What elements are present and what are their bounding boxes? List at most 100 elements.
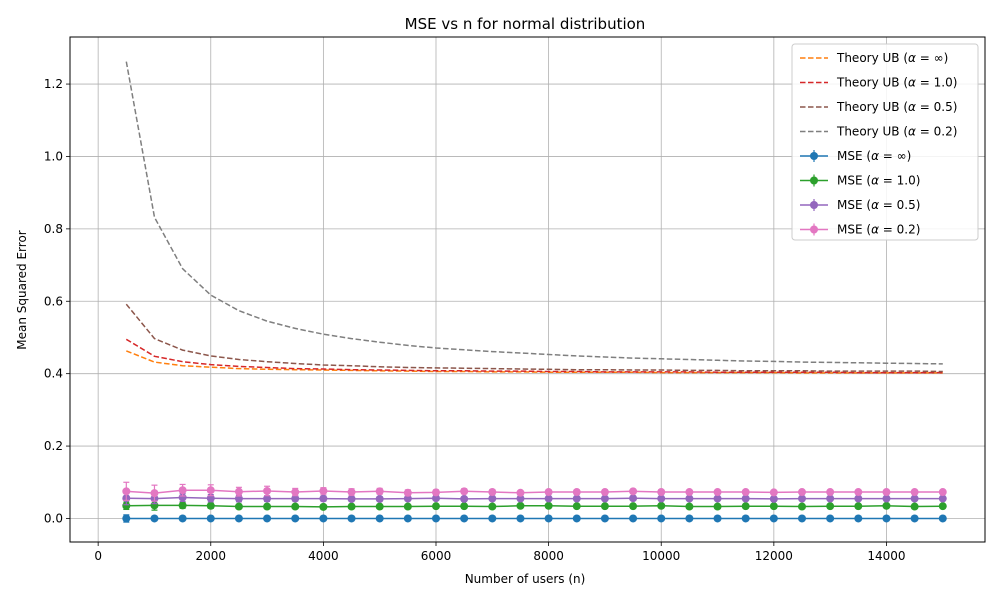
mse-point [910,514,919,523]
legend-swatch-marker [810,152,818,160]
mse-point [713,514,722,523]
x-tick-label: 14000 [867,549,905,563]
mse-point [319,486,328,495]
mse-point [741,502,750,511]
mse-point [910,494,919,503]
mse-point [460,514,469,523]
mse-point [741,514,750,523]
chart-title: MSE vs n for normal distribution [405,15,646,33]
mse-point [403,494,412,503]
mse-point [572,494,581,503]
mse-point [854,514,863,523]
mse-point [234,487,243,496]
mse-point [263,486,272,495]
legend: Theory UB (α = ∞) Theory UB (α = 1.0) Theo… [791,43,979,241]
mse-point [263,502,272,511]
mse-point [488,494,497,503]
mse-point [544,488,553,497]
mse-point [178,486,187,495]
mse-point [178,514,187,523]
mse-point [206,514,215,523]
y-tick-label: 0.0 [44,511,63,525]
mse-point [375,502,384,511]
mse-point [938,502,947,511]
plot-area [122,61,947,523]
mse-point [206,501,215,510]
mse-point [741,488,750,497]
mse-point [882,501,891,510]
mse-point [319,494,328,503]
mse-series-1 [122,500,947,511]
mse-point [882,488,891,497]
mse-line-2 [126,496,943,500]
x-tick-label: 0 [94,549,102,563]
mse-point [460,494,469,503]
x-tick-label: 4000 [308,549,339,563]
legend-label: MSE (α = 0.2) [837,223,920,237]
legend-label: Theory UB (α = 0.5) [836,100,957,114]
mse-point [600,502,609,511]
theory-line-3 [125,61,943,365]
mse-point [319,502,328,511]
mse-point [432,514,440,523]
mse-point [460,502,469,511]
mse-point [798,502,806,511]
mse-point [263,514,272,523]
theory-line-1 [125,338,943,374]
mse-point [938,514,947,523]
mse-point [488,514,497,523]
legend-swatch-marker [810,201,818,209]
x-tick-label: 6000 [421,549,452,563]
legend-label: Theory UB (α = 1.0) [836,76,957,90]
mse-point [798,488,806,497]
mse-point [347,514,356,523]
mse-point [122,501,131,510]
y-tick-label: 1.2 [44,77,63,91]
mse-point [798,514,806,523]
mse-point [516,514,525,523]
mse-point [600,494,609,503]
theory-line-2 [125,303,943,373]
y-axis-label: Mean Squared Error [15,230,29,350]
mse-point [769,514,778,523]
mse-point [375,487,384,496]
mse-point [572,488,581,497]
y-tick-label: 1.0 [44,149,63,163]
mse-point [629,494,638,503]
mse-point [206,486,215,495]
mse-point [713,502,722,511]
mse-point [291,488,300,497]
mse-point [291,502,300,511]
mse-point [685,514,694,523]
mse-point [544,494,553,503]
plot-frame [69,36,986,543]
mse-point [234,502,243,511]
mse-point [572,502,581,511]
mse-point [403,514,412,523]
mse-point [347,488,356,497]
mse-point [291,514,300,523]
mse-point [854,494,863,503]
x-axis-ticks: 0 2000 4000 6000 8000 10000 12000 14000 [94,542,906,563]
mse-point [657,494,666,503]
mse-point [629,514,638,523]
mse-point [150,489,159,498]
mse-point [685,494,694,503]
legend-label: MSE (α = 1.0) [837,174,920,188]
mse-point [403,502,412,511]
mse-series-0 [122,514,947,523]
legend-label: Theory UB (α = ∞) [836,51,948,65]
x-tick-label: 8000 [533,549,564,563]
mse-point [910,502,919,511]
mse-series-3 [122,481,947,502]
mse-point [234,514,243,523]
mse-point [347,494,356,503]
mse-point [713,494,722,503]
x-tick-label: 10000 [642,549,680,563]
mse-point [178,501,187,510]
mse-point [882,514,891,523]
y-tick-label: 0.8 [44,222,63,236]
x-tick-label: 2000 [195,549,226,563]
x-axis-label: Number of users (n) [465,572,586,586]
mse-point [910,488,919,497]
